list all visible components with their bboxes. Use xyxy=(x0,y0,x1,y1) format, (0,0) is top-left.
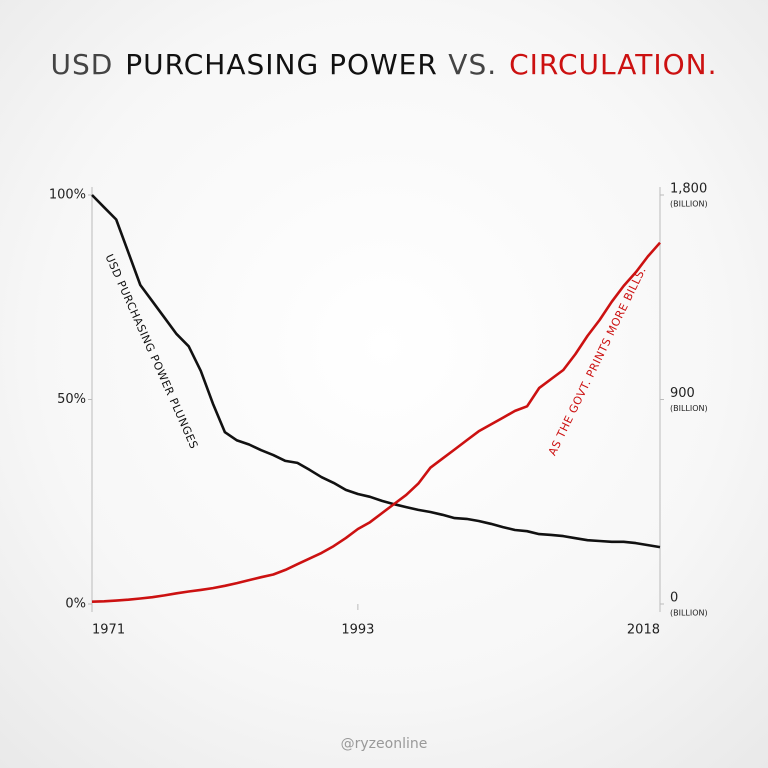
chart-title: USD PURCHASING POWER VS. CIRCULATION. xyxy=(50,48,717,81)
y2-tick-label: 1,800 xyxy=(670,182,707,197)
x-tick-label: 1993 xyxy=(341,623,374,638)
title-part: CIRCULATION. xyxy=(509,48,717,81)
y2-unit-label: (BILLION) xyxy=(670,404,708,413)
y2-unit-label: (BILLION) xyxy=(670,200,708,209)
y-tick-label: 100% xyxy=(49,188,86,203)
title-part: USD xyxy=(50,48,113,81)
series-line xyxy=(91,194,661,549)
annotation: AS THE GOVT. PRINTS MORE BILLS. xyxy=(546,264,649,457)
footer: @ryzeonline xyxy=(341,736,428,752)
x-tick-label: 2018 xyxy=(627,623,660,638)
y-tick-label: 50% xyxy=(57,392,86,407)
x-tick-label: 1971 xyxy=(92,623,125,638)
series-line xyxy=(91,241,661,603)
title-part: VS. xyxy=(448,48,497,81)
y2-tick-label: 0 xyxy=(670,591,678,606)
title-part: PURCHASING POWER xyxy=(125,48,436,81)
annotation: USD PURCHASING POWER PLUNGES xyxy=(103,252,201,451)
y-tick-label: 0% xyxy=(65,597,86,612)
y2-tick-label: 900 xyxy=(670,386,695,401)
y2-unit-label: (BILLION) xyxy=(670,609,708,618)
